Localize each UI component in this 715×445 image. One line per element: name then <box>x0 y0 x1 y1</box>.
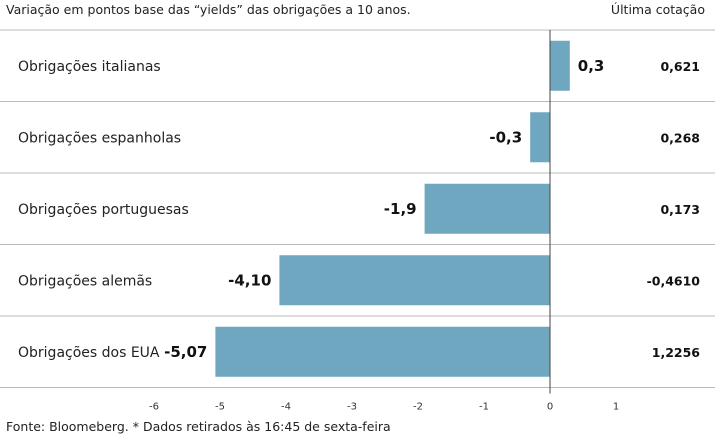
x-tick-label: 1 <box>613 402 619 413</box>
last-quote-value: -0,4610 <box>647 273 701 288</box>
row-dividers <box>0 29 715 388</box>
category-label: Obrigações espanholas <box>18 130 181 146</box>
bar <box>215 326 550 377</box>
x-axis: -6 -5 -4 -3 -2 -1 0 1 <box>149 30 619 413</box>
category-label: Obrigações portuguesas <box>18 202 189 218</box>
bar <box>550 40 570 91</box>
x-tick-label: -6 <box>149 402 159 413</box>
bar-value-label: -0,3 <box>489 128 522 146</box>
bar <box>279 255 550 306</box>
last-quote-value: 1,2256 <box>652 345 701 360</box>
bars: Obrigações italianas 0,3 0,621 Obrigações e… <box>18 40 701 377</box>
last-quote-value: 0,268 <box>660 130 700 145</box>
bar-value-label: -1,9 <box>384 200 417 218</box>
x-tick-label: -5 <box>215 402 225 413</box>
x-tick-label: -3 <box>347 402 357 413</box>
last-quote-value: 0,621 <box>660 59 700 74</box>
chart-subtitle: Variação em pontos base das “yields” das… <box>6 2 411 17</box>
category-label: Obrigações italianas <box>18 59 161 75</box>
x-tick-label: -1 <box>479 402 489 413</box>
x-tick-label: 0 <box>547 402 553 413</box>
bar-value-label: -4,10 <box>228 271 271 289</box>
category-label: Obrigações alemãs <box>18 273 152 289</box>
category-label: Obrigações dos EUA <box>18 345 160 361</box>
source-footer: Fonte: Bloomeberg. * Dados retirados às … <box>6 419 391 434</box>
bar <box>424 183 550 234</box>
x-tick-label: -2 <box>413 402 423 413</box>
bar <box>530 112 550 163</box>
x-tick-label: -4 <box>281 402 291 413</box>
last-quote-value: 0,173 <box>660 202 700 217</box>
bar-value-label: -5,07 <box>164 343 207 361</box>
last-quote-header: Última cotação <box>610 2 705 17</box>
bar-value-label: 0,3 <box>578 57 605 75</box>
